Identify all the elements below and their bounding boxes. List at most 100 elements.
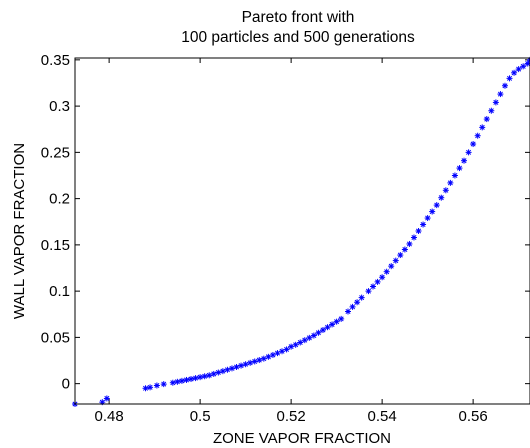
y-tick-label: 0 [62, 376, 70, 393]
data-point [388, 263, 395, 270]
data-point [374, 278, 381, 285]
data-point [365, 288, 372, 295]
x-tick-label: 0.56 [459, 408, 488, 425]
data-point [247, 359, 254, 366]
chart-title-line-1: Pareto front with [242, 9, 355, 26]
data-points [72, 56, 530, 407]
data-point [256, 357, 263, 364]
data-point [297, 339, 304, 346]
data-point [251, 358, 258, 365]
data-point [324, 324, 331, 331]
data-point [260, 355, 267, 362]
data-point [354, 299, 361, 306]
data-point [451, 172, 458, 179]
data-point [142, 385, 149, 392]
data-point [470, 141, 477, 148]
data-point [238, 362, 245, 369]
data-point [429, 208, 436, 215]
y-tick-label: 0.05 [41, 329, 70, 346]
data-point [301, 337, 308, 344]
data-point [520, 63, 527, 70]
data-point [224, 366, 231, 373]
y-tick-label: 0.3 [49, 98, 70, 115]
y-tick-label: 0.15 [41, 237, 70, 254]
x-tick-label: 0.48 [95, 408, 124, 425]
data-point [515, 66, 522, 73]
x-axis-label: ZONE VAPOR FRACTION [213, 430, 391, 447]
x-tick-label: 0.52 [277, 408, 306, 425]
data-point [210, 370, 217, 377]
data-point [269, 351, 276, 358]
data-point [488, 107, 495, 114]
data-point [461, 157, 468, 164]
data-point [103, 395, 110, 402]
data-point [447, 179, 454, 186]
data-point [219, 368, 226, 375]
y-tick-label: 0.2 [49, 191, 70, 208]
data-point [283, 346, 290, 353]
data-point [492, 99, 499, 106]
data-point [501, 82, 508, 89]
x-tick-label: 0.54 [368, 408, 397, 425]
data-point [315, 329, 322, 336]
data-point [410, 234, 417, 241]
data-point [242, 361, 249, 368]
data-point [415, 228, 422, 234]
data-point [228, 365, 235, 372]
data-point [506, 75, 513, 82]
data-point [206, 372, 213, 379]
data-point [483, 116, 490, 123]
data-point [524, 60, 530, 67]
data-point [349, 303, 356, 310]
data-point [153, 382, 160, 389]
data-point [160, 381, 167, 388]
data-point [383, 268, 390, 275]
data-point [401, 246, 408, 253]
data-point [465, 149, 472, 156]
data-point [183, 376, 190, 383]
data-point [233, 363, 240, 370]
data-point [292, 341, 299, 348]
data-point [265, 353, 272, 360]
data-point [319, 326, 326, 333]
data-point [288, 343, 295, 350]
data-point [338, 315, 345, 322]
data-point [169, 379, 176, 386]
data-point [345, 308, 351, 315]
data-point [397, 252, 404, 259]
x-tick-label: 0.5 [190, 408, 211, 425]
y-tick-label: 0.35 [41, 52, 70, 69]
y-axis-ticks: 0 0.05 0.1 0.15 0.2 0.25 0.3 0.35 [41, 52, 530, 393]
data-point [274, 350, 281, 357]
data-point [392, 257, 399, 264]
data-point [497, 91, 504, 98]
data-point [174, 378, 181, 385]
data-point [192, 375, 199, 382]
data-point [379, 274, 386, 281]
data-point [424, 215, 431, 222]
data-point [333, 318, 340, 325]
data-point [479, 124, 486, 131]
data-point [178, 377, 185, 384]
data-point [201, 373, 208, 380]
data-point [442, 187, 449, 194]
data-point [433, 202, 440, 209]
data-point [329, 321, 336, 328]
data-point [406, 240, 413, 247]
data-point [215, 369, 222, 376]
data-point [456, 165, 463, 172]
data-point [306, 334, 313, 341]
data-point [188, 376, 195, 383]
data-point [310, 332, 317, 339]
plot-area-frame [74, 57, 530, 405]
data-point [420, 221, 427, 228]
y-tick-label: 0.1 [49, 283, 70, 300]
data-point [511, 69, 518, 76]
x-axis-ticks: 0.48 0.5 0.52 0.54 0.56 [95, 58, 488, 425]
y-axis-label: WALL VAPOR FRACTION [11, 143, 28, 319]
data-point [197, 374, 204, 381]
data-point [147, 384, 154, 391]
data-point [438, 194, 445, 201]
data-point [279, 348, 286, 355]
